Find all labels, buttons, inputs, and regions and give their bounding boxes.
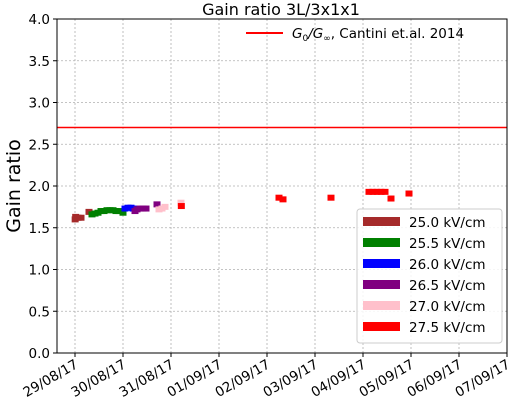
data-point xyxy=(373,188,381,195)
legend-label: 26.0 kV/cm xyxy=(409,257,486,273)
y-tick-label: 0.5 xyxy=(29,304,50,320)
legend-label: 27.5 kV/cm xyxy=(409,320,486,336)
legend-swatch xyxy=(363,322,400,331)
y-axis-ticks: 0.0 0.5 1.0 1.5 2.0 2.5 3.0 3.5 4.0 xyxy=(29,12,57,362)
y-tick-label: 3.0 xyxy=(29,96,50,112)
y-tick-label: 3.5 xyxy=(29,54,50,70)
reference-legend: G0/G∞, Cantini et.al. 2014 xyxy=(246,26,464,44)
legend-swatch xyxy=(363,301,400,310)
chart-title: Gain ratio 3L/3x1x1 xyxy=(202,0,360,19)
data-point xyxy=(142,205,150,212)
data-point xyxy=(279,196,287,203)
data-point xyxy=(115,208,123,215)
y-tick-label: 4.0 xyxy=(29,12,50,28)
reference-legend-label: G0/G∞, Cantini et.al. 2014 xyxy=(292,26,464,44)
data-point xyxy=(153,201,161,208)
legend-swatch xyxy=(363,238,400,247)
data-point xyxy=(377,188,385,195)
data-markers xyxy=(71,188,413,223)
y-tick-label: 1.5 xyxy=(29,221,50,237)
data-point xyxy=(119,209,127,216)
legend-label: 27.0 kV/cm xyxy=(409,299,486,315)
legend-label: 25.5 kV/cm xyxy=(409,236,486,252)
y-tick-label: 2.5 xyxy=(29,137,50,153)
y-tick-label: 0.0 xyxy=(29,346,50,362)
data-point xyxy=(405,190,413,197)
y-tick-label: 2.0 xyxy=(29,179,50,195)
data-point xyxy=(177,199,185,206)
y-tick-label: 1.0 xyxy=(29,263,50,279)
data-point xyxy=(381,188,389,195)
legend-swatch xyxy=(363,259,400,268)
legend-swatch xyxy=(363,217,400,226)
data-point xyxy=(369,188,377,195)
data-point xyxy=(177,203,185,210)
data-point xyxy=(387,195,395,202)
legend-label: 26.5 kV/cm xyxy=(409,278,486,294)
y-axis-title: Gain ratio xyxy=(3,139,25,233)
legend-swatch xyxy=(363,280,400,289)
data-point xyxy=(161,203,169,210)
legend-label: 25.0 kV/cm xyxy=(409,215,486,231)
data-point xyxy=(327,194,335,201)
data-point xyxy=(275,194,283,201)
data-point xyxy=(365,188,373,195)
series-legend: 25.0 kV/cm 25.5 kV/cm 26.0 kV/cm 26.5 kV/cm… xyxy=(356,208,503,344)
data-point xyxy=(77,214,85,221)
